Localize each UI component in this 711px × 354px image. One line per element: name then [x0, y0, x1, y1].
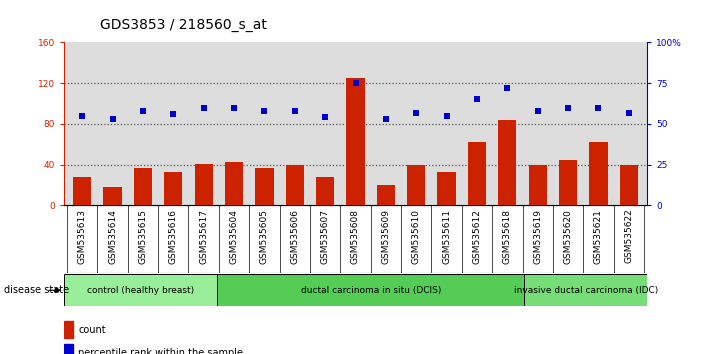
Bar [255, 168, 274, 205]
Bar [468, 142, 486, 205]
Bar [437, 172, 456, 205]
Point [410, 110, 422, 115]
Text: disease state: disease state [4, 285, 69, 295]
Point [137, 108, 149, 114]
Bar [498, 120, 516, 205]
Text: GSM535605: GSM535605 [260, 209, 269, 264]
Bar [316, 177, 334, 205]
Point [562, 105, 574, 110]
Text: GSM535615: GSM535615 [139, 209, 147, 264]
Text: invasive ductal carcinoma (IDC): invasive ductal carcinoma (IDC) [513, 286, 658, 295]
Text: count: count [78, 325, 106, 335]
Bar [64, 321, 73, 338]
Text: GSM535621: GSM535621 [594, 209, 603, 264]
Bar [225, 161, 243, 205]
Bar [346, 78, 365, 205]
Text: percentile rank within the sample: percentile rank within the sample [78, 348, 243, 354]
Point [502, 85, 513, 91]
Text: ductal carcinoma in situ (DCIS): ductal carcinoma in situ (DCIS) [301, 286, 441, 295]
Bar [134, 168, 152, 205]
Text: GSM535620: GSM535620 [564, 209, 572, 264]
Bar [195, 164, 213, 205]
Text: GSM535617: GSM535617 [199, 209, 208, 264]
Bar [620, 165, 638, 205]
Text: GSM535616: GSM535616 [169, 209, 178, 264]
Text: GDS3853 / 218560_s_at: GDS3853 / 218560_s_at [100, 18, 267, 32]
Point [380, 116, 392, 122]
Text: GSM535606: GSM535606 [290, 209, 299, 264]
Point [259, 108, 270, 114]
Text: GSM535618: GSM535618 [503, 209, 512, 264]
Text: GSM535607: GSM535607 [321, 209, 330, 264]
Bar [589, 142, 607, 205]
Bar [286, 165, 304, 205]
Text: GSM535612: GSM535612 [473, 209, 481, 264]
Bar [64, 344, 73, 354]
Text: GSM535614: GSM535614 [108, 209, 117, 264]
Text: GSM535609: GSM535609 [381, 209, 390, 264]
Text: GSM535604: GSM535604 [230, 209, 238, 264]
Point [593, 105, 604, 110]
Bar [377, 185, 395, 205]
Text: GSM535613: GSM535613 [77, 209, 87, 264]
Point [532, 108, 543, 114]
Bar [64, 274, 218, 306]
Point [623, 110, 634, 115]
Point [289, 108, 301, 114]
Point [168, 111, 179, 117]
Point [198, 105, 209, 110]
Bar [559, 160, 577, 205]
Point [441, 113, 452, 119]
Point [77, 113, 88, 119]
Bar [407, 165, 425, 205]
Bar [218, 274, 524, 306]
Text: GSM535611: GSM535611 [442, 209, 451, 264]
Bar [73, 177, 91, 205]
Bar [524, 274, 647, 306]
Text: GSM535610: GSM535610 [412, 209, 421, 264]
Bar [104, 187, 122, 205]
Bar [528, 165, 547, 205]
Text: control (healthy breast): control (healthy breast) [87, 286, 194, 295]
Text: GSM535619: GSM535619 [533, 209, 542, 264]
Text: GSM535608: GSM535608 [351, 209, 360, 264]
Text: GSM535622: GSM535622 [624, 209, 634, 263]
Point [228, 105, 240, 110]
Point [319, 115, 331, 120]
Point [350, 80, 361, 86]
Point [471, 97, 483, 102]
Point [107, 116, 118, 122]
Bar [164, 172, 183, 205]
